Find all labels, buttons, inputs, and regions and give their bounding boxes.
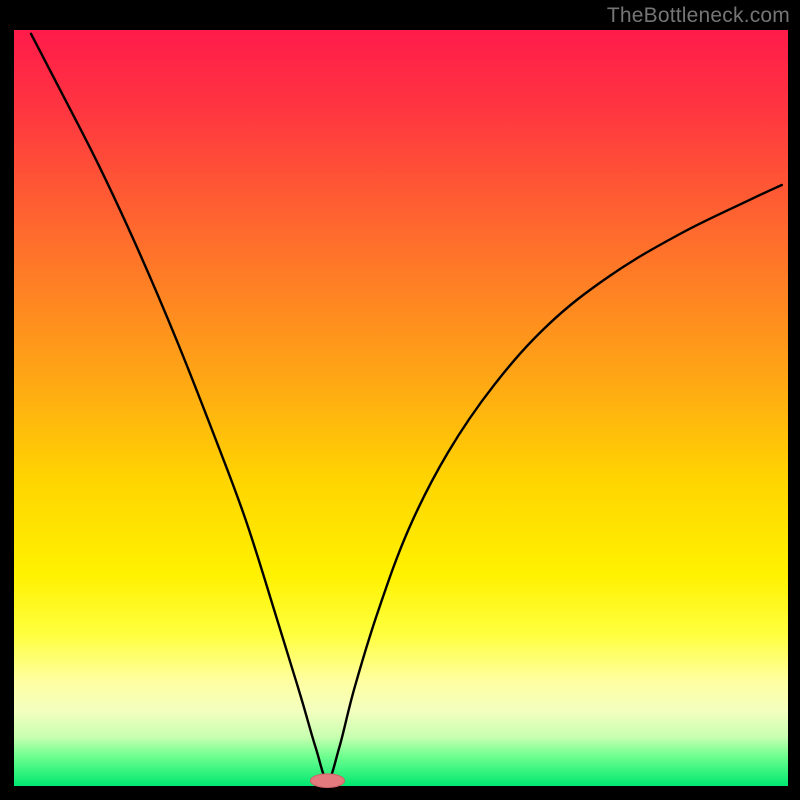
plot-area-gradient xyxy=(14,30,788,786)
bottleneck-chart xyxy=(0,0,800,800)
minimum-marker xyxy=(310,774,344,788)
chart-container xyxy=(0,0,800,800)
watermark-text: TheBottleneck.com xyxy=(607,4,790,28)
